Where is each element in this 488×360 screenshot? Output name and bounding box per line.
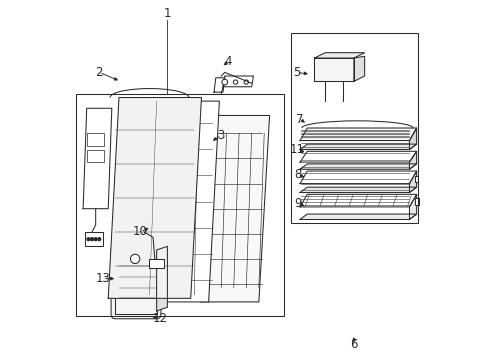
Circle shape [130, 254, 140, 264]
Bar [85, 232, 102, 246]
Text: 7: 7 [296, 113, 303, 126]
Circle shape [98, 238, 101, 240]
Circle shape [90, 238, 93, 240]
Polygon shape [300, 214, 416, 220]
Polygon shape [300, 194, 416, 207]
Circle shape [222, 79, 227, 85]
Polygon shape [300, 164, 416, 169]
Text: 9: 9 [293, 197, 301, 210]
Circle shape [233, 80, 237, 84]
Text: 2: 2 [95, 66, 103, 79]
Polygon shape [300, 144, 416, 149]
Polygon shape [408, 128, 416, 149]
Bar [87, 149, 103, 162]
Bar [414, 176, 418, 182]
Polygon shape [201, 116, 269, 302]
Text: 1: 1 [163, 7, 171, 20]
Circle shape [87, 238, 90, 240]
Polygon shape [353, 56, 364, 81]
Bar [149, 259, 163, 268]
Polygon shape [408, 171, 416, 193]
Polygon shape [108, 98, 201, 298]
Bar [76, 94, 284, 316]
Polygon shape [408, 194, 416, 220]
Polygon shape [162, 101, 219, 302]
Polygon shape [300, 151, 416, 162]
Polygon shape [314, 53, 364, 58]
Text: 6: 6 [349, 338, 357, 351]
Polygon shape [83, 108, 112, 209]
Polygon shape [408, 151, 416, 169]
FancyBboxPatch shape [111, 246, 161, 319]
Text: 12: 12 [152, 311, 167, 325]
Polygon shape [300, 128, 416, 140]
Text: 11: 11 [289, 143, 305, 156]
Polygon shape [300, 187, 416, 193]
Bar [290, 33, 418, 223]
Bar [87, 134, 103, 146]
Polygon shape [214, 78, 224, 92]
Text: 4: 4 [224, 55, 232, 68]
Text: 8: 8 [293, 168, 301, 181]
Text: 13: 13 [95, 272, 110, 285]
Polygon shape [314, 58, 353, 81]
Text: 3: 3 [217, 129, 224, 142]
Polygon shape [156, 246, 167, 311]
Polygon shape [115, 250, 156, 315]
Polygon shape [300, 171, 416, 184]
Polygon shape [223, 76, 253, 87]
Circle shape [94, 238, 97, 240]
Circle shape [244, 80, 248, 84]
Text: 10: 10 [133, 225, 148, 238]
Text: 5: 5 [292, 66, 300, 79]
Bar [414, 198, 418, 205]
